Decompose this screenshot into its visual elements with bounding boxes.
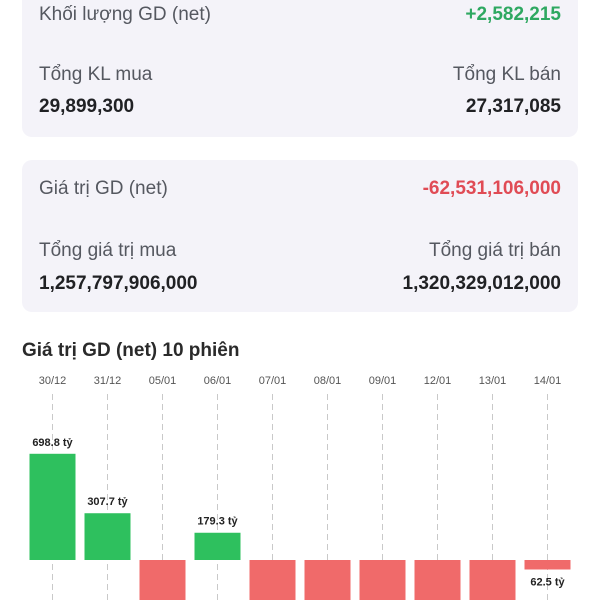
x-tick-label: 08/01 <box>314 375 342 387</box>
total-sell-value-value: 1,320,329,012,000 <box>402 273 562 294</box>
bar[interactable] <box>469 560 516 600</box>
x-tick-label: 12/01 <box>424 375 452 387</box>
net-value-10-sessions-chart: 30/12 31/12 05/01 06/01 07/01 08/01 09/01 12/01… <box>29 375 571 600</box>
x-tick-label: 09/01 <box>369 375 397 387</box>
x-tick-label: 30/12 <box>39 375 67 387</box>
x-tick-label: 13/01 <box>479 375 507 387</box>
bar[interactable] <box>249 560 296 600</box>
bar[interactable] <box>304 560 351 600</box>
bar-value-label: 307.7 tỷ <box>87 496 128 508</box>
bar[interactable] <box>359 560 406 600</box>
bar-value-label: 62.5 tỷ <box>530 577 565 589</box>
chart-title: Giá trị GD (net) 10 phiên <box>22 340 240 361</box>
net-value-value: -62,531,106,000 <box>422 178 561 199</box>
total-buy-value-label: Tổng giá trị mua <box>39 240 177 261</box>
bar[interactable] <box>29 453 76 560</box>
bar[interactable] <box>414 560 461 600</box>
bar[interactable] <box>524 560 571 570</box>
net-volume-card: Khối lượng GD (net) +2,582,215 Tổng KL m… <box>22 0 578 137</box>
total-sell-value-label: Tổng giá trị bán <box>428 240 561 261</box>
total-volume-labels: Tổng KL mua Tổng KL bán <box>39 64 561 88</box>
total-sell-volume-value: 27,317,085 <box>465 96 561 117</box>
total-volume-values: 29,899,300 27,317,085 <box>39 96 561 120</box>
net-value-row: Giá trị GD (net) -62,531,106,000 <box>39 178 561 202</box>
total-sell-volume-label: Tổng KL bán <box>452 64 561 85</box>
net-value-card: Giá trị GD (net) -62,531,106,000 Tổng gi… <box>22 160 578 312</box>
x-tick-label: 31/12 <box>94 375 122 387</box>
total-buy-volume-label: Tổng KL mua <box>39 64 153 85</box>
total-value-labels: Tổng giá trị mua Tổng giá trị bán <box>39 240 561 264</box>
bar-value-label: 698.8 tỷ <box>32 437 73 449</box>
total-buy-value-value: 1,257,797,906,000 <box>39 273 198 294</box>
net-volume-label: Khối lượng GD (net) <box>39 4 211 25</box>
x-tick-label: 14/01 <box>534 375 562 387</box>
bar[interactable] <box>139 560 186 600</box>
net-volume-row: Khối lượng GD (net) +2,582,215 <box>39 4 561 28</box>
bar[interactable] <box>84 513 131 560</box>
net-value-label: Giá trị GD (net) <box>39 178 168 199</box>
x-tick-label: 05/01 <box>149 375 177 387</box>
x-tick-label: 06/01 <box>204 375 232 387</box>
net-volume-value: +2,582,215 <box>465 4 561 25</box>
bar[interactable] <box>194 532 241 560</box>
x-tick-label: 07/01 <box>259 375 287 387</box>
bar-value-label: 179.3 tỷ <box>197 516 238 528</box>
total-value-values: 1,257,797,906,000 1,320,329,012,000 <box>39 273 561 297</box>
total-buy-volume-value: 29,899,300 <box>39 96 135 117</box>
